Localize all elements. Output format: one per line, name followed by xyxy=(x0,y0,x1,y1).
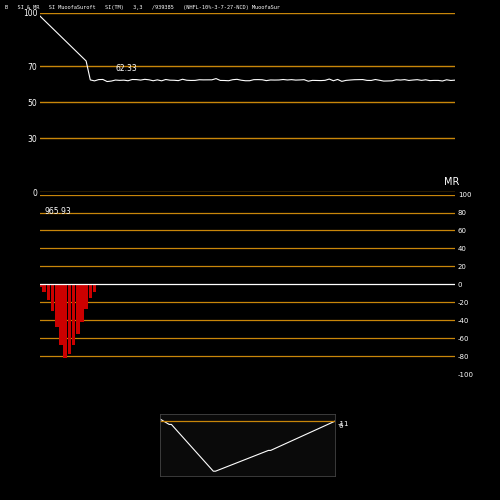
Text: 965.93: 965.93 xyxy=(44,207,71,216)
Bar xyxy=(72,284,76,346)
Bar xyxy=(51,284,54,312)
Bar xyxy=(59,284,62,346)
Bar xyxy=(92,284,96,292)
Bar xyxy=(76,284,80,334)
Bar xyxy=(84,284,88,310)
Bar xyxy=(55,284,58,328)
Bar xyxy=(68,284,71,354)
Bar xyxy=(38,284,42,287)
Bar xyxy=(88,284,92,298)
Text: MR: MR xyxy=(444,178,459,188)
Text: B   SI & MR   SI MuoofaSuroft   SI(TM)   3,3   /939385   (NHFL-10%-3-7-27-NCD) M: B SI & MR SI MuoofaSuroft SI(TM) 3,3 /93… xyxy=(5,5,280,10)
Text: 6: 6 xyxy=(338,424,342,430)
Bar xyxy=(42,284,46,292)
Text: -11: -11 xyxy=(338,421,349,427)
Bar xyxy=(64,284,67,358)
Text: 62.33: 62.33 xyxy=(116,64,137,73)
Bar xyxy=(46,284,50,300)
Bar xyxy=(80,284,84,322)
